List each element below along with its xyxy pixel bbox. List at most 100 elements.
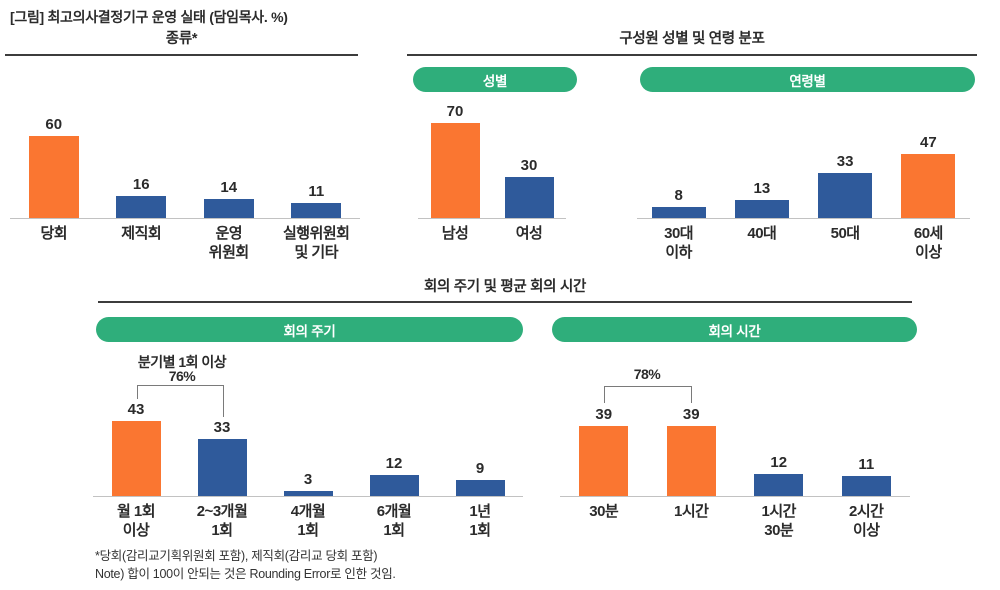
bar-value-label: 12	[770, 454, 788, 471]
chart-category-labels-gender: 남성 여성	[418, 219, 566, 244]
chart-cycle: 43 33 3 12 9 월 1회 이상 2~3개월 1회 4개월 1회 6개월 1회 1년 1회	[93, 396, 523, 541]
footnote-rounding: Note) 합이 100이 안되는 것은 Rounding Error로 인한 …	[95, 567, 396, 581]
bar-age-1	[734, 200, 789, 218]
section-title-composition: 구성원 성별 및 연령 분포	[619, 31, 765, 47]
bar-column: 39	[560, 406, 648, 496]
chart-category-labels-type: 당회 제직회 운영 위원회 실행위원회 및 기타	[10, 219, 360, 263]
bar-value-label: 13	[753, 180, 771, 197]
bar-cycle-3	[369, 475, 419, 496]
category-label: 당회	[40, 225, 68, 242]
bar-column: 60	[10, 116, 98, 218]
bar-column: 13	[720, 180, 803, 218]
category-label: 남성	[441, 225, 469, 242]
bar-column: 70	[418, 103, 492, 218]
section-title-meeting: 회의 주기 및 평균 회의 시간	[423, 279, 587, 295]
bracket-duration-top	[604, 386, 691, 387]
bar-value-label: 9	[475, 460, 485, 477]
bar-type-1	[116, 196, 167, 218]
bar-duration-1	[666, 426, 716, 496]
bar-value-label: 70	[446, 103, 464, 120]
category-label: 40대	[747, 225, 777, 242]
section-title-type: 종류*	[165, 31, 198, 47]
bar-type-2	[203, 199, 254, 218]
bar-value-label: 14	[220, 179, 238, 196]
pill-age: 연령별	[640, 67, 975, 92]
pill-gender: 성별	[413, 67, 577, 92]
chart-category-labels-cycle: 월 1회 이상 2~3개월 1회 4개월 1회 6개월 1회 1년 1회	[93, 497, 523, 541]
bar-column: 14	[185, 179, 273, 218]
bar-value-label: 39	[682, 406, 700, 423]
bar-age-2	[818, 173, 873, 218]
footnote-asterisk: *당회(감리교기획위원회 포함), 제직회(감리교 당회 포함)	[95, 549, 378, 563]
bar-column: 30	[492, 157, 566, 218]
bar-value-label: 8	[674, 187, 683, 204]
bar-value-label: 60	[45, 116, 63, 133]
pill-cycle: 회의 주기	[96, 317, 523, 342]
annotation-duration-percent: 78%	[633, 366, 661, 382]
bar-column: 47	[887, 134, 970, 218]
bracket-duration-right-leg	[691, 386, 692, 403]
bar-value-label: 11	[858, 456, 875, 473]
bar-column: 9	[437, 460, 523, 496]
pill-duration: 회의 시간	[552, 317, 917, 342]
bar-column: 39	[648, 406, 736, 496]
bar-age-0	[651, 207, 706, 218]
bar-column: 12	[351, 455, 437, 496]
chart-plot-gender: 70 30	[418, 103, 566, 219]
bar-duration-3	[841, 476, 891, 496]
category-label: 2시간 이상	[849, 503, 884, 539]
bar-value-label: 30	[520, 157, 538, 174]
bracket-duration-left-leg	[604, 386, 605, 403]
bar-value-label: 11	[308, 183, 325, 200]
bar-value-label: 12	[385, 455, 403, 472]
bar-value-label: 33	[213, 419, 231, 436]
bar-column: 16	[98, 176, 186, 218]
category-label: 1년 1회	[469, 503, 491, 539]
category-label: 운영 위원회	[208, 225, 249, 261]
chart-plot-type: 60 16 14 11	[10, 103, 360, 219]
annotation-cycle-percent: 76%	[168, 368, 196, 384]
category-label: 1시간	[674, 503, 709, 520]
category-label: 실행위원회 및 기타	[282, 225, 350, 261]
bracket-cycle-right-leg	[223, 385, 224, 417]
bar-value-label: 47	[920, 134, 937, 151]
bar-value-label: 33	[836, 153, 854, 170]
bar-duration-2	[754, 474, 804, 496]
bar-column: 11	[823, 456, 911, 496]
category-label: 4개월 1회	[290, 503, 326, 539]
category-label: 월 1회 이상	[116, 503, 156, 539]
bar-column: 43	[93, 401, 179, 496]
chart-category-labels-duration: 30분 1시간 1시간 30분 2시간 이상	[560, 497, 910, 541]
category-label: 제직회	[121, 225, 162, 242]
bar-cycle-4	[455, 480, 505, 496]
bar-cycle-2	[283, 491, 333, 496]
chart-type: 60 16 14 11 당회 제직회 운영 위원회 실행위원회 및 기타	[10, 103, 360, 263]
bar-type-0	[28, 136, 79, 218]
bar-column: 33	[179, 419, 265, 496]
category-label: 6개월 1회	[376, 503, 412, 539]
bar-cycle-1	[197, 439, 247, 496]
category-label: 60세 이상	[913, 225, 944, 261]
bar-column: 12	[735, 454, 823, 496]
bar-column: 3	[265, 471, 351, 496]
page-title: [그림] 최고의사결정기구 운영 실태 (담임목사. %)	[10, 9, 288, 25]
chart-age: 8 13 33 47 30대 이하 40대 50대 60세 이상	[637, 103, 970, 263]
bracket-cycle-left-leg	[137, 385, 138, 399]
chart-plot-age: 8 13 33 47	[637, 103, 970, 219]
category-label: 30분	[589, 503, 619, 520]
category-label: 2~3개월 1회	[196, 503, 248, 539]
bar-gender-0	[430, 123, 480, 218]
section-rule-meeting	[98, 301, 912, 303]
section-rule-composition	[407, 54, 977, 56]
bracket-cycle-top	[137, 385, 224, 386]
chart-duration: 39 39 12 11 30분 1시간 1시간 30분 2시간 이상	[560, 396, 910, 541]
chart-plot-cycle: 43 33 3 12 9	[93, 396, 523, 497]
bar-duration-0	[579, 426, 629, 496]
bar-age-3	[901, 154, 956, 218]
chart-gender: 70 30 남성 여성	[418, 103, 566, 244]
chart-category-labels-age: 30대 이하 40대 50대 60세 이상	[637, 219, 970, 263]
bar-value-label: 43	[127, 401, 145, 418]
section-rule-type	[5, 54, 358, 56]
category-label: 50대	[830, 225, 861, 242]
